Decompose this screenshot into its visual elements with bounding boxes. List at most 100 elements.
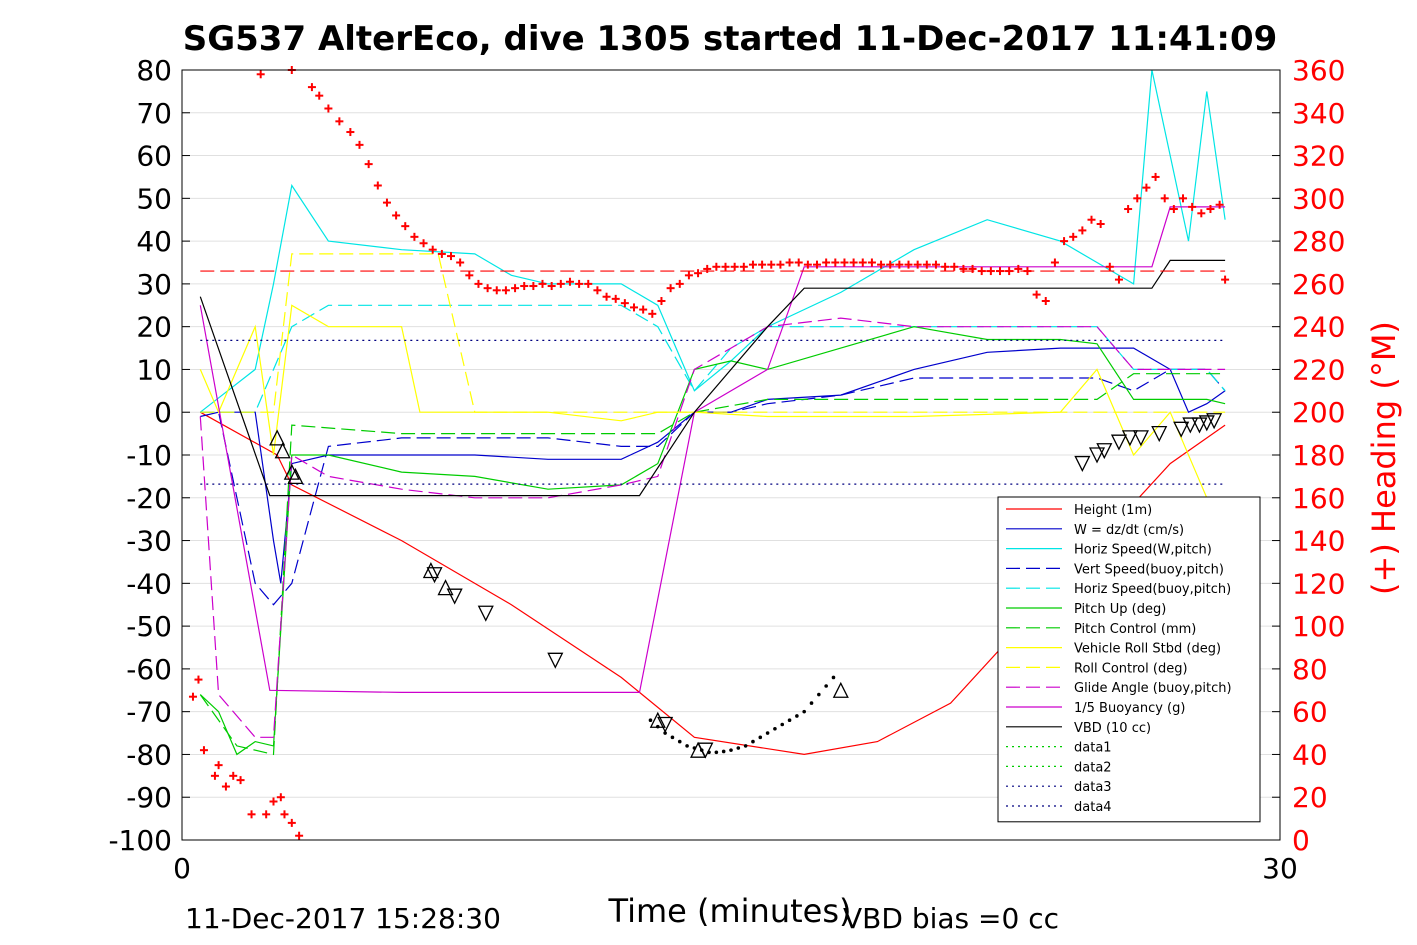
heading-point bbox=[188, 692, 197, 701]
series-line-horiz-speed-buoy-pitch bbox=[200, 304, 1226, 413]
heading-point bbox=[501, 286, 510, 295]
down-triangle-marker bbox=[1206, 413, 1223, 430]
series-line-roll-control-deg bbox=[200, 253, 1226, 413]
heading-point bbox=[1215, 200, 1224, 209]
heading-point bbox=[1078, 226, 1087, 235]
y-tick-label: 20 bbox=[136, 311, 172, 344]
y-right-tick-label: 220 bbox=[1292, 353, 1345, 386]
y-right-tick-label: 320 bbox=[1292, 140, 1345, 173]
heading-point bbox=[1142, 183, 1151, 192]
heading-point bbox=[767, 260, 776, 269]
y-right-tick-label: 360 bbox=[1292, 54, 1345, 87]
heading-point bbox=[877, 260, 886, 269]
y-tick-label: 30 bbox=[136, 268, 172, 301]
depth-dot-marker bbox=[743, 744, 748, 748]
depth-dot-marker bbox=[787, 718, 792, 723]
legend-label: Vehicle Roll Stbd (deg) bbox=[1074, 642, 1221, 657]
heading-point bbox=[199, 746, 208, 755]
heading-point bbox=[675, 279, 684, 288]
heading-point bbox=[194, 675, 203, 684]
legend-label: data2 bbox=[1074, 760, 1112, 775]
y-right-tick-label: 180 bbox=[1292, 439, 1345, 472]
heading-point bbox=[684, 271, 693, 280]
down-triangle-marker bbox=[657, 716, 674, 733]
heading-point bbox=[858, 258, 867, 267]
heading-point bbox=[1169, 205, 1178, 214]
down-triangle-marker bbox=[1182, 417, 1199, 434]
heading-point bbox=[1221, 275, 1230, 284]
heading-point bbox=[382, 198, 391, 207]
heading-point bbox=[324, 104, 333, 113]
y-tick-label: 0 bbox=[154, 396, 172, 429]
heading-point bbox=[1069, 232, 1078, 241]
heading-point bbox=[210, 771, 219, 780]
up-triangle-marker bbox=[422, 562, 439, 579]
heading-point bbox=[1023, 267, 1032, 276]
legend-label: Horiz Speed(buoy,pitch) bbox=[1074, 582, 1231, 597]
up-triangle-marker bbox=[287, 467, 304, 485]
heading-point bbox=[214, 761, 223, 770]
heading-point bbox=[758, 260, 767, 269]
down-triangle-marker bbox=[1191, 417, 1208, 434]
heading-point bbox=[419, 239, 428, 248]
heading-point bbox=[1060, 237, 1069, 246]
footer-vbd-bias: VBD bias =0 cc bbox=[843, 902, 1059, 935]
heading-point bbox=[428, 245, 437, 254]
y-tick-label: 70 bbox=[136, 97, 172, 130]
heading-point bbox=[794, 258, 803, 267]
legend-label: Glide Angle (buoy,pitch) bbox=[1074, 681, 1232, 696]
heading-point bbox=[295, 831, 304, 840]
y-right-tick-label: 60 bbox=[1292, 696, 1328, 729]
legend-label: W = dz/dt (cm/s) bbox=[1074, 523, 1184, 538]
heading-point bbox=[1160, 194, 1169, 203]
y-tick-label: -90 bbox=[126, 781, 172, 814]
depth-dot-marker bbox=[780, 722, 785, 727]
heading-point bbox=[401, 222, 410, 231]
depth-dot-marker bbox=[795, 714, 799, 718]
heading-point bbox=[986, 267, 995, 276]
depth-dot-marker bbox=[758, 735, 763, 740]
heading-point bbox=[840, 258, 849, 267]
heading-point bbox=[355, 140, 364, 149]
heading-point bbox=[1041, 297, 1050, 305]
heading-point bbox=[474, 279, 483, 288]
depth-dot-marker bbox=[751, 739, 755, 744]
depth-dot-marker bbox=[831, 675, 836, 680]
heading-point bbox=[1151, 172, 1160, 181]
depth-dot-marker bbox=[699, 748, 704, 752]
y-right-tick-label: 20 bbox=[1292, 781, 1328, 814]
heading-point bbox=[276, 793, 285, 802]
down-triangle-marker bbox=[1198, 415, 1215, 432]
up-triangle-marker bbox=[283, 463, 300, 480]
heading-point bbox=[346, 128, 355, 137]
depth-dot-marker bbox=[707, 750, 711, 755]
legend-label: Vert Speed(buoy,pitch) bbox=[1074, 562, 1224, 577]
up-triangle-marker bbox=[274, 442, 291, 459]
heading-point bbox=[813, 260, 822, 269]
heading-point bbox=[1133, 194, 1142, 203]
y-right-tick-label: 120 bbox=[1292, 567, 1345, 600]
series-line-horiz-speed-w-pitch bbox=[199, 69, 1226, 413]
heading-point bbox=[483, 284, 492, 293]
y-tick-label: -50 bbox=[126, 610, 172, 643]
y-tick-label: -40 bbox=[126, 567, 172, 600]
heading-point bbox=[529, 282, 538, 291]
heading-point bbox=[959, 264, 968, 273]
heading-point bbox=[776, 260, 785, 269]
heading-point bbox=[931, 260, 940, 269]
heading-point bbox=[584, 279, 593, 288]
heading-point bbox=[666, 284, 675, 293]
heading-point bbox=[392, 211, 401, 220]
heading-point bbox=[447, 252, 456, 261]
down-triangle-marker bbox=[477, 605, 494, 622]
heading-point bbox=[1014, 264, 1023, 273]
heading-point bbox=[611, 294, 620, 303]
down-triangle-marker bbox=[426, 567, 443, 584]
depth-dot-marker bbox=[648, 718, 653, 723]
y-tick-label: -100 bbox=[108, 824, 172, 857]
up-triangle-marker bbox=[832, 681, 849, 698]
heading-point bbox=[335, 117, 344, 126]
heading-point bbox=[721, 262, 730, 271]
y-right-tick-label: 0 bbox=[1292, 824, 1310, 857]
depth-dot-marker bbox=[721, 749, 726, 754]
